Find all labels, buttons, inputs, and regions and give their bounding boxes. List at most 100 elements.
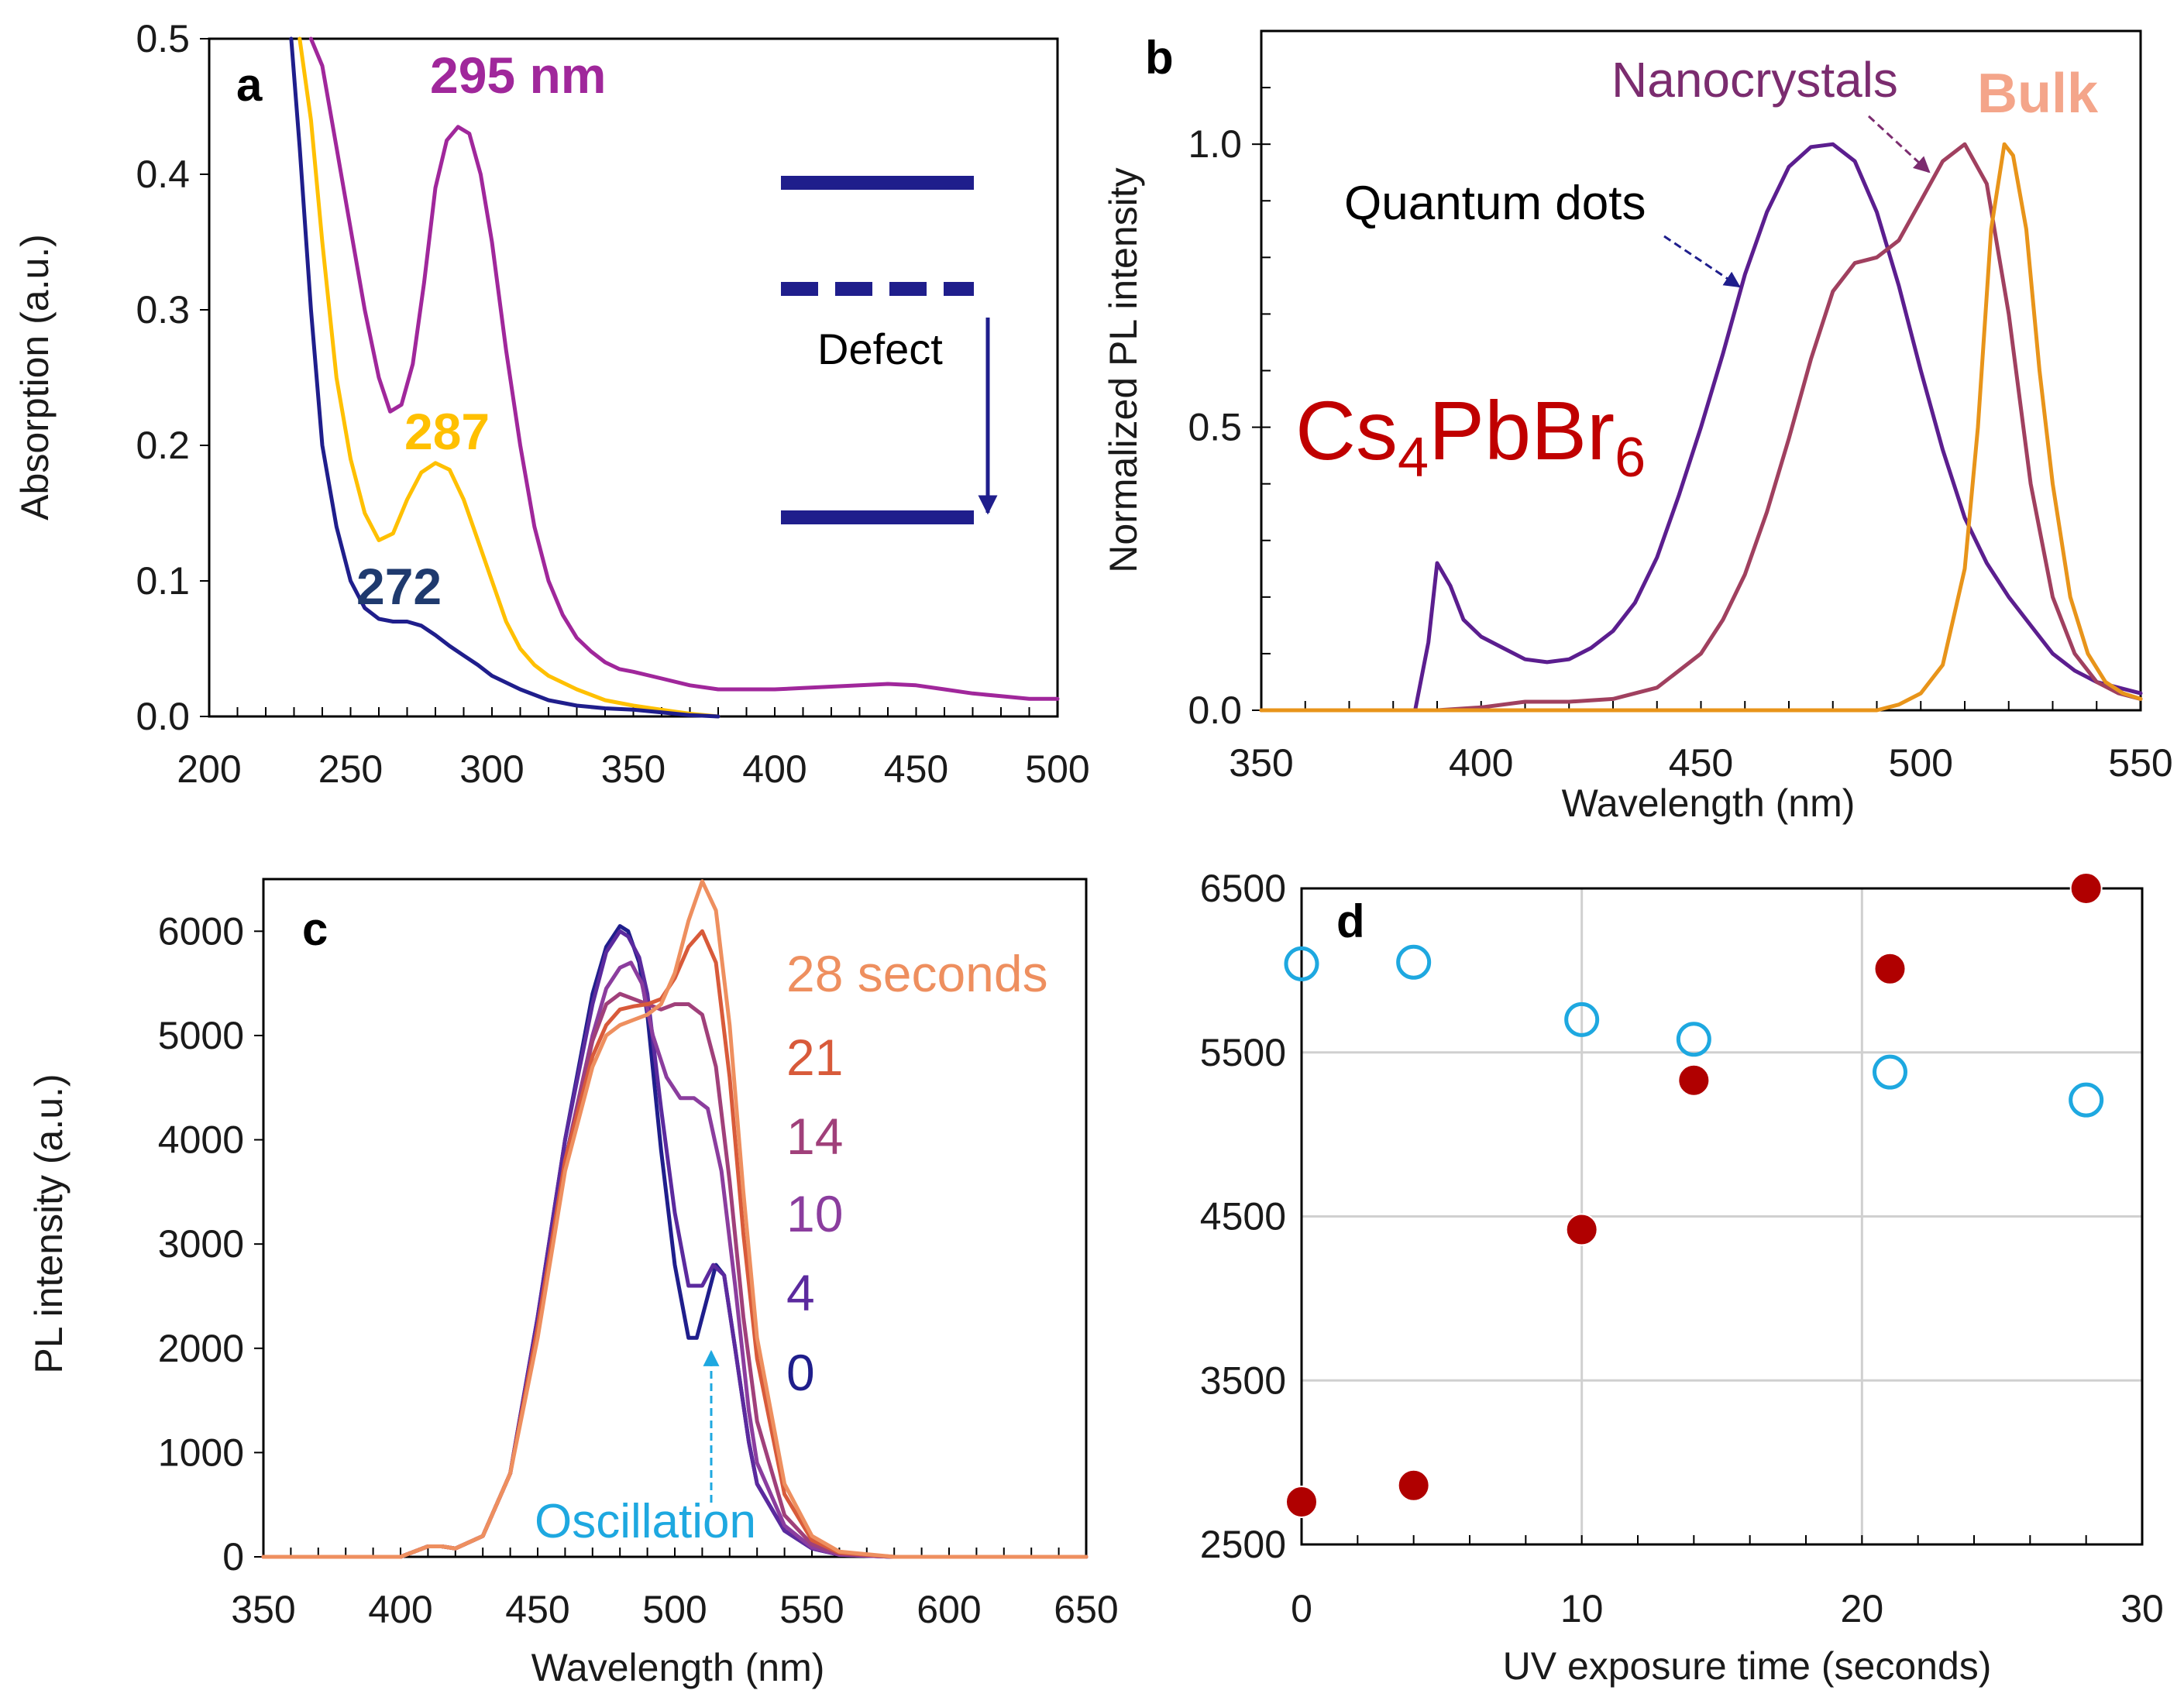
panel-b-letter: b: [1145, 32, 1174, 84]
x-tick-label: 500: [1025, 747, 1089, 791]
y-tick-label: 2500: [1200, 1523, 1286, 1566]
y-tick-label: 0.1: [136, 559, 190, 603]
open-marker: [1676, 1022, 1711, 1057]
y-tick-label: 0: [222, 1535, 244, 1579]
panel-a-series: [289, 36, 1060, 719]
y-tick-label: 0.5: [136, 17, 190, 60]
panel-b: 350 400 450 500 550 0.0 0.5 1.0 Normalized PL i…: [1102, 29, 2173, 825]
x-tick-label: 200: [177, 747, 241, 791]
open-marker: [2069, 1082, 2104, 1118]
panel-d-frame: [1300, 887, 2144, 1546]
x-tick-label: 350: [1229, 741, 1293, 785]
formula-label: Cs4PbBr6: [1295, 383, 1646, 489]
panel-d: 0 10 20 30 2500 3500 4500 5500 6500 UV exposure …: [1200, 867, 2164, 1688]
peak-label-272: 272: [356, 558, 442, 615]
formula-sub-6: 6: [1615, 427, 1646, 489]
panel-d-ticks: 0 10 20 30 2500 3500 4500 5500 6500: [1200, 867, 2164, 1630]
x-tick-label: 400: [368, 1588, 432, 1631]
filled-marker: [1397, 1469, 1430, 1502]
x-tick-label: 350: [601, 747, 666, 791]
x-tick-label: 450: [505, 1588, 569, 1631]
formula-sub-4: 4: [1398, 427, 1429, 489]
filled-marker: [2069, 872, 2103, 905]
series-line-2: [1259, 142, 2143, 713]
panel-c-ylabel: PL intensity (a.u.): [27, 1074, 71, 1373]
y-tick-label: 1.0: [1188, 122, 1242, 166]
panel-c: 350 400 450 500 550 600 650 0 1000 2000 3000 4000 50…: [27, 878, 1119, 1689]
series-line-2: [289, 36, 721, 719]
x-tick-label: 550: [2108, 741, 2172, 785]
x-tick-label: 650: [1054, 1588, 1118, 1631]
y-tick-label: 6500: [1200, 867, 1286, 910]
x-tick-label: 500: [1889, 741, 1953, 785]
series-line-0: [308, 36, 1060, 701]
x-tick-label: 400: [1449, 741, 1513, 785]
formula-pbbr: PbBr: [1429, 383, 1615, 477]
panel-c-ticks: 350 400 450 500 550 600 650 0 1000 2000 3000 4000 50…: [158, 909, 1119, 1631]
filled-marker: [1285, 1485, 1318, 1518]
y-tick-label: 2000: [158, 1327, 244, 1370]
panel-c-series: [261, 879, 1089, 1559]
filled-marker: [1677, 1063, 1711, 1097]
panel-d-points: [1284, 872, 2104, 1518]
y-tick-label: 5000: [158, 1014, 244, 1057]
series-line-1: [261, 929, 1089, 1559]
panel-b-series: [1259, 142, 2143, 713]
y-tick-label: 0.5: [1188, 406, 1242, 449]
panel-b-ticks: 350 400 450 500 550 0.0 0.5 1.0: [1188, 30, 2173, 785]
qd-label: Quantum dots: [1344, 177, 1646, 230]
peak-label-295: 295 nm: [430, 46, 606, 104]
filled-marker: [1873, 952, 1907, 985]
legend-4: 4: [786, 1264, 815, 1321]
panel-b-frame: [1260, 29, 2142, 712]
legend-21: 21: [786, 1029, 843, 1086]
open-marker: [1564, 1001, 1600, 1037]
legend-10: 10: [786, 1185, 843, 1242]
qd-arrow: [1663, 235, 1741, 288]
x-tick-label: 0: [1291, 1587, 1312, 1630]
y-tick-label: 5500: [1200, 1031, 1286, 1074]
series-line-0: [261, 924, 1089, 1559]
y-tick-label: 3500: [1200, 1359, 1286, 1402]
formula-cs: Cs: [1295, 383, 1398, 477]
panel-a-ticks: 200 250 300 350 400 450 500 0.0 0.1 0.2 0.3 0.4 0.5: [136, 17, 1089, 791]
x-tick-label: 450: [1669, 741, 1733, 785]
legend-28: 28 seconds: [786, 945, 1048, 1002]
open-marker: [1284, 946, 1319, 981]
peak-label-287: 287: [404, 403, 490, 460]
x-tick-label: 20: [1841, 1587, 1884, 1630]
y-tick-label: 0.3: [136, 288, 190, 332]
y-tick-label: 0.0: [136, 695, 190, 738]
x-tick-label: 500: [642, 1588, 707, 1631]
panel-a-ylabel: Absorption (a.u.): [13, 234, 57, 520]
filled-marker: [1565, 1213, 1598, 1246]
oscillation-label: Oscillation: [535, 1495, 756, 1548]
x-tick-label: 30: [2120, 1587, 2164, 1630]
y-tick-label: 1000: [158, 1431, 244, 1474]
nc-arrow: [1867, 115, 1931, 173]
y-tick-label: 0.0: [1188, 689, 1242, 732]
panel-b-ylabel: Normalized PL intensity: [1102, 167, 1145, 572]
panel-a: 200 250 300 350 400 450 5000.00.10.20.30.40.5 …: [13, 17, 1090, 791]
panel-d-grid: [1300, 887, 2144, 1546]
panel-a-letter: a: [236, 59, 263, 111]
y-tick-label: 6000: [158, 909, 244, 953]
x-tick-label: 600: [917, 1588, 981, 1631]
x-tick-label: 350: [231, 1588, 295, 1631]
x-tick-label: 10: [1560, 1587, 1604, 1630]
x-tick-label: 400: [742, 747, 807, 791]
panel-c-xlabel: Wavelength (nm): [531, 1646, 825, 1689]
panel-b-xlabel: Wavelength (nm): [1562, 782, 1856, 825]
nc-label: Nanocrystals: [1611, 52, 1898, 108]
series-line-5: [261, 879, 1089, 1559]
legend-0: 0: [786, 1344, 815, 1401]
defect-label: Defect: [817, 325, 943, 373]
x-tick-label: 250: [318, 747, 383, 791]
bulk-label: Bulk: [1977, 63, 2099, 125]
x-tick-label: 550: [779, 1588, 844, 1631]
panel-d-xlabel: UV exposure time (seconds): [1503, 1644, 1992, 1688]
x-tick-label: 450: [884, 747, 948, 791]
open-marker: [1396, 944, 1432, 980]
legend-14: 14: [786, 1108, 843, 1165]
